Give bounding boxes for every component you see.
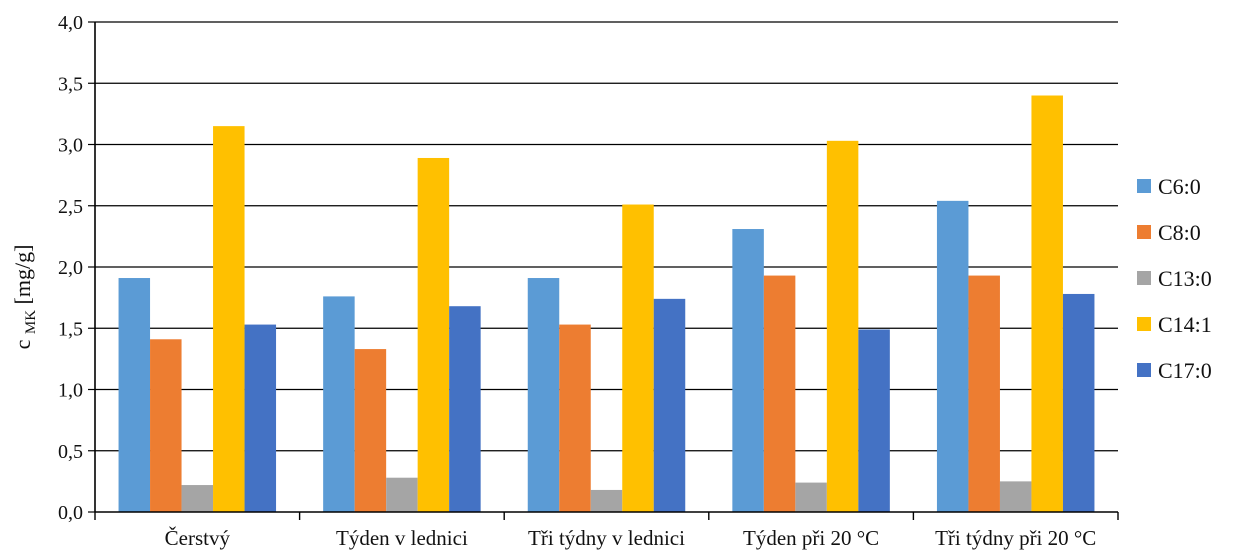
bar (653, 298, 686, 512)
y-axis-label: c MK [mg/g] (10, 245, 40, 350)
bar (1031, 95, 1063, 512)
bar (858, 329, 890, 512)
bar (244, 324, 277, 512)
y-axis-label-main: c (10, 339, 35, 349)
bar (449, 306, 481, 512)
bar (936, 200, 969, 512)
x-tick-label: Tři týdny při 20 °C (935, 526, 1096, 550)
legend-swatch (1137, 225, 1151, 239)
bar (527, 278, 560, 512)
legend-swatch (1137, 271, 1151, 285)
y-axis-label-subscript: MK (23, 310, 39, 334)
legend-label: C13:0 (1158, 266, 1212, 291)
bar (590, 489, 623, 512)
bar (795, 482, 827, 512)
legend-label: C14:1 (1158, 312, 1212, 337)
bar (354, 349, 387, 512)
bar (150, 339, 182, 512)
legend-label: C8:0 (1158, 220, 1201, 245)
y-tick-label: 1,5 (58, 318, 83, 340)
bar (417, 157, 450, 512)
axes (94, 22, 1118, 513)
y-tick-label: 4,0 (58, 12, 83, 34)
bar (559, 324, 591, 512)
bar (1062, 293, 1095, 512)
legend-swatch (1137, 179, 1151, 193)
bar (213, 126, 245, 512)
legend-swatch (1137, 363, 1151, 377)
x-tick-label: Tři týdny v lednici (528, 526, 685, 550)
x-axis-ticks: Čerstvý Týden v lednici Tři týdny v lednic… (94, 512, 1119, 550)
legend-label: C17:0 (1158, 358, 1212, 383)
bar (181, 485, 214, 512)
legend: C6:0 C8:0 C13:0 C14:1 C17:0 (1137, 174, 1212, 383)
legend-swatch (1137, 317, 1151, 331)
bar (386, 477, 418, 512)
bar (323, 296, 355, 512)
x-tick-label: Týden při 20 °C (743, 526, 879, 550)
y-axis-ticks: 0,0 0,5 1,0 1,5 2,0 2,5 3,0 3,5 4,0 (58, 12, 95, 524)
y-tick-label: 0,5 (58, 441, 83, 463)
x-tick-label: Čerstvý (165, 526, 231, 550)
y-axis-label-unit: [mg/g] (10, 245, 35, 305)
y-tick-label: 2,0 (58, 257, 83, 279)
bar (118, 278, 151, 512)
bar (622, 204, 654, 512)
x-tick-label: Týden v lednici (336, 526, 468, 550)
bar (999, 481, 1032, 512)
y-tick-label: 0,0 (58, 502, 83, 524)
y-tick-label: 3,0 (58, 135, 83, 157)
bar (826, 140, 859, 512)
bar (732, 229, 764, 512)
bar (968, 275, 1000, 512)
bars (118, 95, 1095, 512)
legend-label: C6:0 (1158, 174, 1201, 199)
y-tick-label: 2,5 (58, 196, 83, 218)
y-tick-label: 1,0 (58, 380, 83, 402)
bar (763, 275, 796, 512)
y-tick-label: 3,5 (58, 73, 83, 95)
